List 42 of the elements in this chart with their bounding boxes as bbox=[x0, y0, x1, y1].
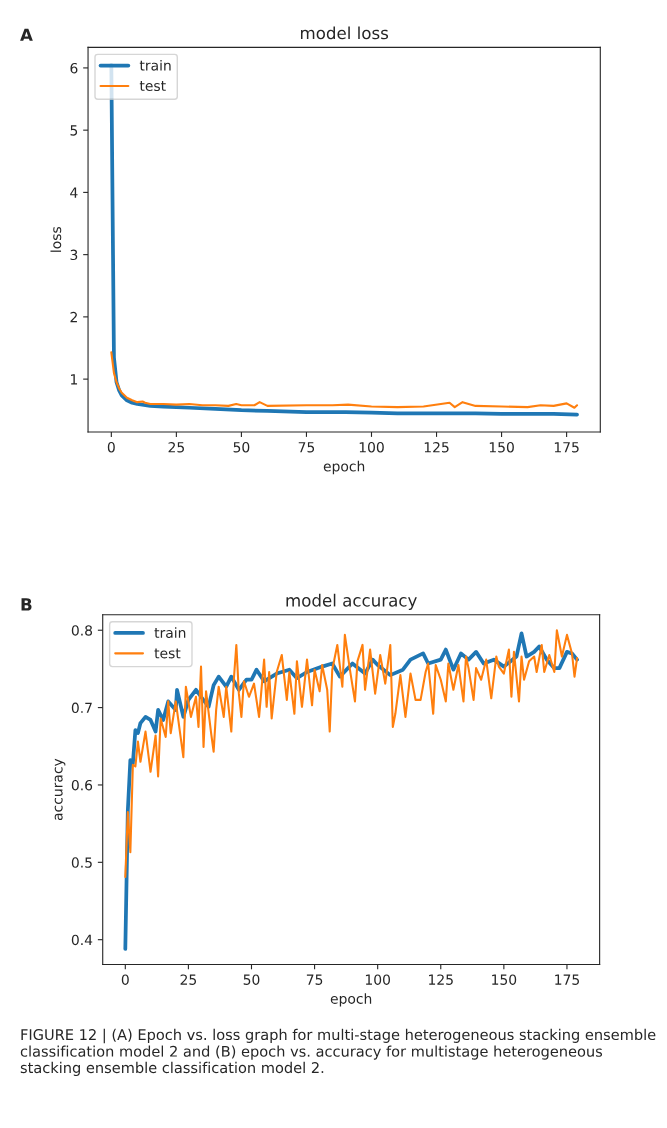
text: A bbox=[20, 28, 33, 41]
x-tick-label: 75 bbox=[298, 442, 315, 453]
chart-title: model accuracy bbox=[286, 593, 417, 610]
y-axis-title: loss bbox=[50, 226, 62, 252]
x-tick-label: 150 bbox=[489, 441, 514, 453]
y-tick-label: 4 bbox=[70, 187, 78, 198]
x-tick-label: 50 bbox=[243, 974, 260, 985]
caption: FIGURE 12 | (A) Epoch vs. loss graph for multi-stage heterogeneous stacking ensemble classification model 2 and (B) epoch vs. accuracy for multistage heterogeneous stacking ensemble classification model 2. bbox=[20, 1028, 656, 1076]
legend-label: train bbox=[154, 627, 186, 639]
legend-label: test bbox=[139, 81, 166, 92]
x-tick-label: 150 bbox=[492, 974, 517, 985]
y-tick-label: 6 bbox=[70, 62, 78, 74]
chart-title: model loss bbox=[300, 26, 389, 40]
y-tick-label: 0.4 bbox=[71, 934, 93, 946]
x-tick-label: 125 bbox=[429, 974, 453, 985]
legend-label: train bbox=[139, 59, 171, 71]
y-tick-label: 2 bbox=[70, 311, 77, 323]
y-tick-label: 0.7 bbox=[71, 702, 92, 714]
y-tick-label: 0.6 bbox=[71, 779, 93, 791]
x-tick-label: 0 bbox=[107, 441, 115, 453]
x-axis-title: epoch bbox=[330, 993, 372, 1007]
x-tick-label: 50 bbox=[233, 441, 250, 453]
y-tick-label: 0.5 bbox=[71, 857, 92, 868]
line-series bbox=[124, 629, 579, 879]
y-tick-label: 5 bbox=[70, 125, 78, 136]
x-tick-label: 100 bbox=[365, 974, 391, 985]
y-tick-label: 3 bbox=[70, 249, 78, 261]
legend-label: test bbox=[154, 648, 181, 659]
y-axis-title: accuracy bbox=[54, 758, 66, 821]
y-tick-label: 1 bbox=[71, 374, 78, 385]
x-tick-label: 175 bbox=[554, 442, 579, 453]
line-series bbox=[110, 351, 579, 409]
x-tick-label: 175 bbox=[555, 974, 579, 985]
x-tick-label: 25 bbox=[168, 441, 184, 453]
x-tick-label: 75 bbox=[306, 974, 323, 985]
y-tick-label: 0.8 bbox=[71, 625, 93, 636]
x-tick-label: 100 bbox=[359, 441, 384, 453]
x-axis-title: epoch bbox=[323, 460, 365, 475]
x-tick-label: 0 bbox=[121, 974, 129, 985]
text: B bbox=[21, 598, 32, 611]
x-tick-label: 125 bbox=[424, 441, 449, 453]
x-tick-label: 25 bbox=[180, 974, 197, 985]
